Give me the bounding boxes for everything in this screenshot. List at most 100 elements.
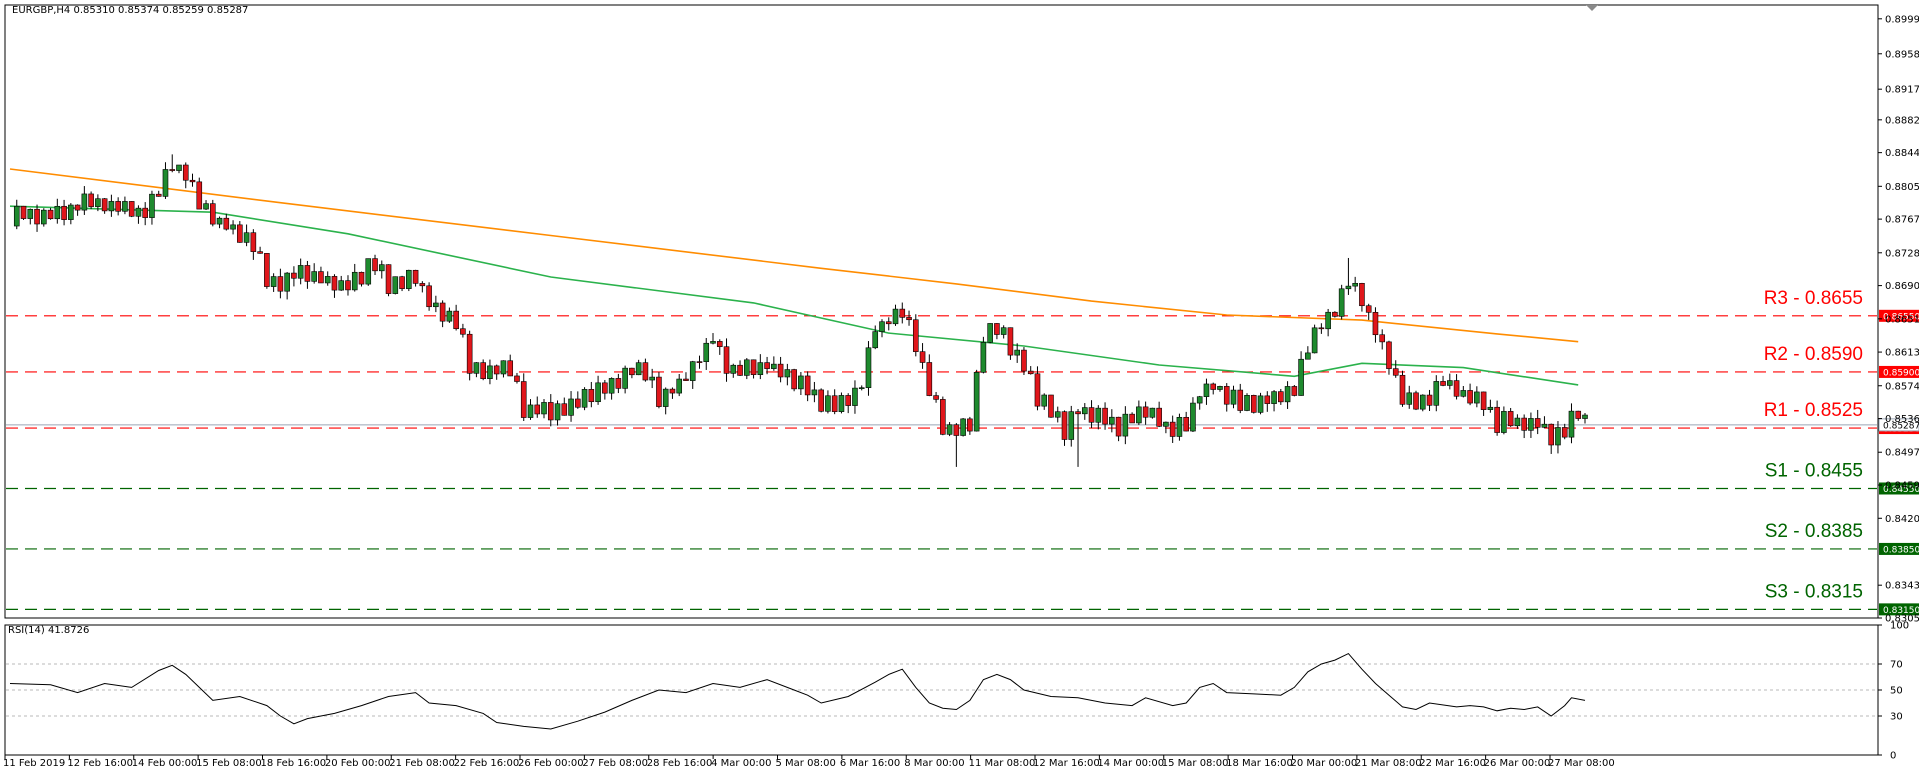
candle — [689, 360, 696, 389]
candle — [568, 391, 574, 422]
candle — [933, 391, 939, 403]
candle — [108, 194, 115, 217]
candle — [723, 338, 730, 382]
candle — [1237, 383, 1244, 414]
candle — [385, 264, 392, 297]
candle — [1000, 325, 1007, 339]
level-price-tag — [1879, 603, 1919, 616]
candle — [615, 373, 622, 394]
candle — [311, 263, 317, 284]
symbol-header: EURGBP,H4 0.85310 0.85374 0.85259 0.8528… — [12, 5, 248, 16]
candle — [798, 372, 804, 395]
candle — [257, 246, 263, 254]
candle — [987, 323, 993, 344]
candle — [1372, 307, 1379, 343]
candle — [1014, 343, 1020, 363]
candle — [392, 276, 399, 295]
candle — [1271, 390, 1277, 412]
candle — [500, 360, 507, 378]
time-tick-label: 20 Mar 00:00 — [1291, 758, 1358, 769]
candle — [1582, 412, 1588, 424]
level-price-tag — [1879, 482, 1919, 495]
candle — [912, 314, 919, 357]
candle — [737, 360, 743, 377]
level-label: S3 - 0.8315 — [1765, 581, 1863, 602]
candle — [182, 162, 189, 189]
candle — [973, 369, 980, 432]
candle — [744, 358, 750, 380]
level-lines: R3 - 0.8655 0.86550 R2 - 0.8590 0.85900 R1 -… — [6, 288, 1919, 616]
candle — [629, 367, 635, 379]
candle — [635, 359, 642, 376]
rsi-tick-label: 0 — [1890, 751, 1896, 762]
candle — [953, 423, 960, 467]
candle — [581, 387, 588, 411]
candle — [1575, 410, 1582, 421]
candlesticks — [13, 154, 1588, 467]
candle — [1487, 399, 1494, 413]
current-price-tag-text: 0.85287 — [1883, 421, 1919, 431]
candle — [149, 190, 155, 225]
candle — [845, 393, 851, 414]
price-tick-label: 0.89585 — [1885, 49, 1919, 60]
candle — [284, 272, 290, 300]
candle — [1190, 397, 1196, 433]
candle — [1163, 421, 1169, 434]
candle — [1541, 416, 1548, 429]
candle — [1338, 284, 1345, 320]
current-price-tag — [1878, 418, 1919, 432]
time-tick-label: 21 Feb 08:00 — [389, 758, 455, 769]
candle — [101, 198, 108, 214]
candle — [811, 381, 818, 403]
level-price-tag — [1879, 365, 1919, 378]
candle — [216, 216, 223, 229]
candle — [88, 191, 94, 210]
time-tick-label: 26 Mar 00:00 — [1484, 758, 1551, 769]
candle — [1325, 308, 1331, 337]
time-tick-label: 11 Feb 2019 — [3, 758, 65, 769]
rsi-tick-label: 100 — [1890, 621, 1909, 632]
candle — [710, 333, 716, 345]
candle — [541, 399, 547, 419]
candle — [1433, 375, 1440, 412]
chart-shift-icon[interactable] — [1586, 5, 1598, 11]
candle — [1528, 412, 1534, 438]
candle — [527, 399, 534, 420]
candle — [460, 323, 466, 338]
time-tick-label: 14 Mar 00:00 — [1097, 758, 1164, 769]
candle — [378, 260, 385, 279]
level-label: R1 - 0.8525 — [1764, 400, 1863, 421]
candle — [1561, 423, 1568, 440]
candle — [561, 397, 568, 416]
candle — [1345, 257, 1352, 295]
rsi-line — [9, 652, 1586, 730]
time-tick-label: 6 Mar 16:00 — [840, 758, 900, 769]
price-pane — [4, 4, 1879, 619]
candle — [994, 323, 1000, 340]
candle — [203, 200, 209, 211]
candle — [1095, 405, 1102, 430]
candle — [858, 385, 865, 391]
candle — [757, 354, 764, 380]
time-tick-label: 26 Feb 00:00 — [518, 758, 584, 769]
candle — [270, 273, 277, 292]
candle — [338, 275, 345, 291]
candle — [649, 368, 655, 389]
candle — [899, 302, 906, 324]
candle — [1413, 390, 1419, 411]
rsi-header: RSI(14) 41.8726 — [8, 625, 89, 636]
candle — [318, 266, 324, 284]
candle — [669, 387, 676, 399]
candle — [683, 372, 689, 382]
candle — [291, 266, 297, 287]
candle — [40, 208, 47, 227]
candle — [297, 258, 304, 285]
time-tick-label: 27 Feb 08:00 — [582, 758, 648, 769]
